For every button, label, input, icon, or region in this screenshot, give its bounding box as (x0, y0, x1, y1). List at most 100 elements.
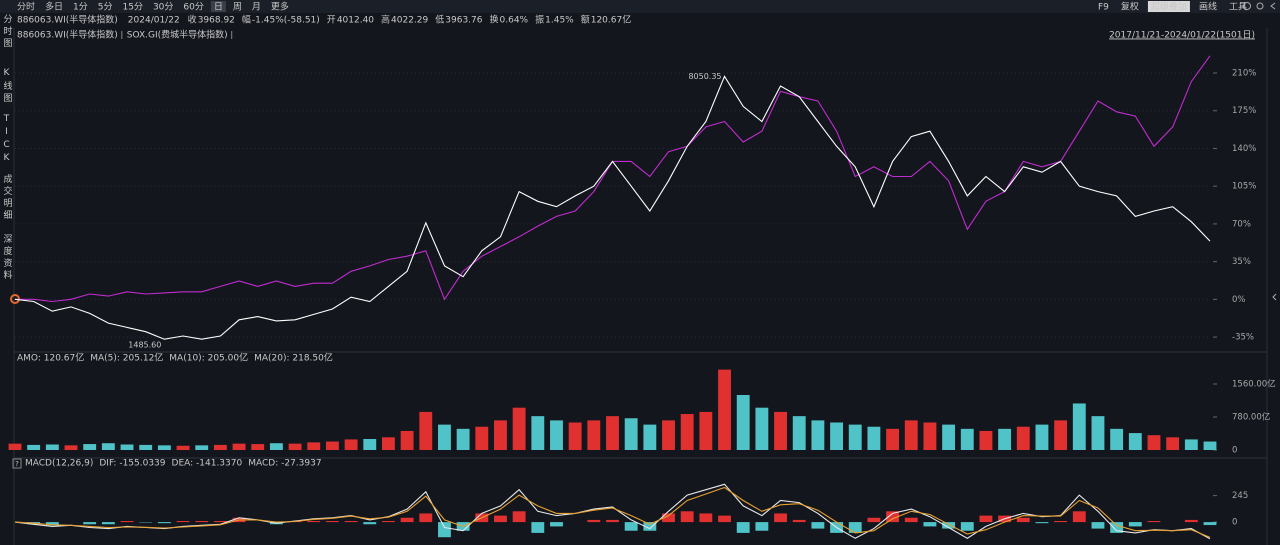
macd-bar (494, 515, 507, 523)
side-tab[interactable]: 深度资料 (2, 234, 13, 282)
y-tick-label: 70% (1232, 219, 1251, 229)
volume-bar (213, 444, 227, 450)
macd-bar (1035, 522, 1049, 524)
volume-bar (886, 428, 900, 450)
volume-bar (1166, 437, 1180, 450)
help-icon[interactable]: ? (15, 460, 19, 468)
indicator-label: AMO: 120.67亿 (17, 352, 84, 364)
volume-bar (195, 445, 209, 450)
macd-bar (382, 521, 395, 523)
y-tick-label: 105% (1232, 182, 1256, 192)
macd-bar (1203, 522, 1217, 526)
settings-icon[interactable] (1243, 2, 1251, 10)
period-tab[interactable]: 多日 (45, 1, 63, 13)
volume-bar (1091, 416, 1105, 450)
quote-label: 高 (381, 14, 390, 26)
volume-bar (680, 414, 694, 450)
bell-icon[interactable] (1256, 2, 1264, 10)
volume-bar (1035, 424, 1049, 450)
side-tab[interactable]: 成交明细 (2, 173, 13, 222)
tool-button[interactable]: 超级叠加 (1151, 1, 1187, 13)
period-tab[interactable]: 更多 (271, 1, 289, 13)
macd-bar (587, 519, 601, 523)
volume-bar (942, 424, 956, 450)
y-tick-label: 140% (1232, 144, 1256, 154)
volume-bar (1203, 441, 1217, 450)
y-tick-label: 780.00亿 (1232, 411, 1270, 422)
period-tab[interactable]: 30分 (153, 2, 173, 13)
macd-bar (699, 513, 713, 523)
macd-bar (176, 521, 190, 523)
macd-bar (400, 517, 414, 523)
macd-bar (960, 522, 974, 531)
volume-bar (419, 411, 433, 450)
volume-bar (288, 443, 302, 450)
period-tab[interactable]: 分时 (17, 1, 35, 13)
side-tab[interactable]: 分时图 (2, 14, 13, 50)
macd-bar (848, 522, 862, 533)
macd-bar (1147, 521, 1161, 523)
period-tab[interactable]: 60分 (183, 2, 203, 13)
volume-bar (363, 438, 377, 450)
macd-bar (643, 522, 657, 531)
volume-bar (998, 428, 1012, 450)
macd-bar (662, 513, 675, 523)
indicator-label: MACD(12,26,9) (25, 459, 93, 469)
y-tick-label: -35% (1232, 333, 1254, 343)
y-tick-label: 35% (1232, 257, 1251, 267)
macd-bar (1110, 522, 1124, 533)
y-tick-label: 175% (1232, 106, 1256, 116)
range-label[interactable]: 2017/11/21-2024/01/22(1501日) (1109, 30, 1255, 41)
quote-label: 额 (581, 14, 590, 26)
tool-button[interactable]: 画线 (1199, 1, 1217, 13)
volume-bar (344, 439, 358, 450)
volume-bar (1016, 426, 1030, 450)
macd-bar (419, 513, 433, 523)
series-line (14, 75, 1211, 340)
toolbar-bg (0, 0, 1280, 13)
volume-bar (232, 443, 246, 450)
collapse-icon[interactable] (1270, 2, 1276, 10)
legend-entry: SOX.GI(费城半导体指数) (127, 29, 228, 41)
period-tab[interactable]: 1分 (73, 2, 88, 13)
volume-bar (904, 420, 918, 450)
volume-bar (64, 445, 78, 450)
volume-bar (606, 416, 619, 450)
quote-label: 换 (490, 14, 499, 26)
side-tab[interactable]: TICK (2, 114, 12, 166)
y-tick-label: 0 (1232, 518, 1237, 528)
period-tab[interactable]: 15分 (123, 2, 143, 13)
macd-bar (531, 522, 545, 533)
volume-bar (568, 422, 582, 450)
volume-bar (8, 443, 22, 450)
volume-bar (960, 428, 974, 450)
quote-code: 886063.WI(半导体指数) (17, 14, 118, 26)
quote-value: 4012.40 (337, 16, 374, 26)
macd-bar (344, 521, 358, 523)
period-tab[interactable]: 月 (252, 2, 261, 13)
period-tab[interactable]: 日 (214, 2, 223, 13)
legend-entry: 886063.WI(半导体指数) (17, 29, 118, 41)
macd-bar (811, 522, 825, 529)
volume-bar (699, 411, 713, 450)
help-box[interactable] (12, 458, 22, 469)
volume-bar (45, 444, 59, 450)
side-tab[interactable]: K线图 (2, 68, 13, 105)
period-tab[interactable]: 5分 (98, 2, 113, 13)
tool-button[interactable]: 复权 (1121, 1, 1139, 13)
quote-value: -1.45%(-58.51) (252, 16, 320, 26)
tool-button[interactable]: F9 (1098, 3, 1109, 13)
volume-bar (755, 407, 769, 450)
macd-bar (438, 522, 451, 538)
macd-bar (213, 521, 227, 523)
period-tab[interactable]: 周 (233, 2, 242, 13)
macd-bar (606, 519, 619, 523)
volume-bar (251, 444, 265, 450)
expand-icon[interactable] (1272, 293, 1277, 301)
volume-bar (792, 416, 806, 450)
volume-bar (979, 430, 993, 450)
macd-bar (1091, 522, 1105, 529)
tool-button[interactable]: 工具 (1229, 2, 1247, 13)
volume-bar (1110, 428, 1124, 450)
macd-bar (363, 522, 377, 525)
